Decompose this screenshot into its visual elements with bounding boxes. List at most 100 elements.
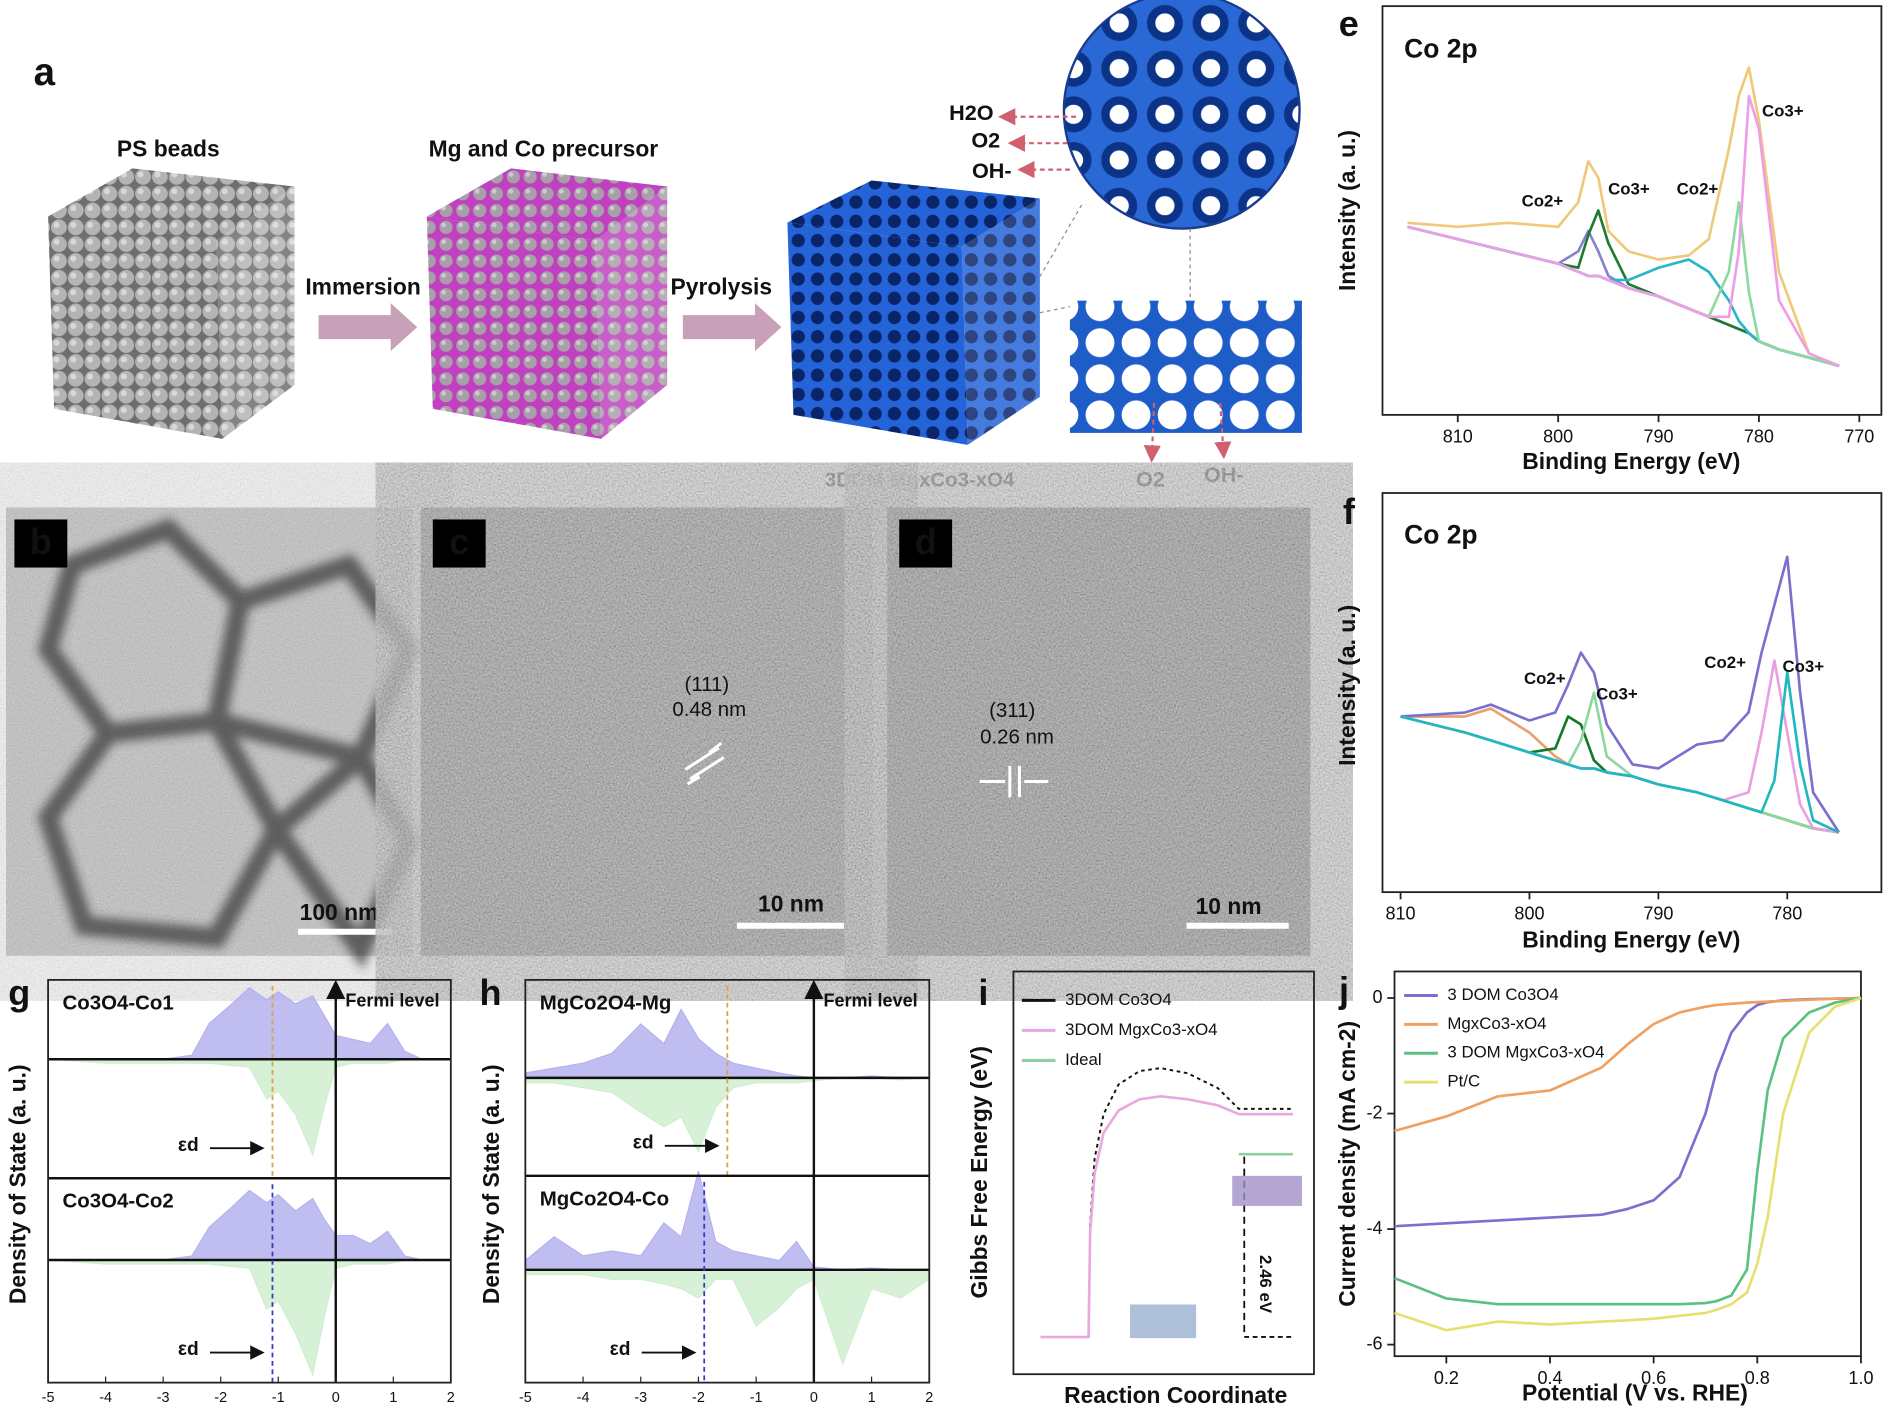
axis-frame [524, 978, 931, 1384]
y-axis-label: Current density (mA cm-2) [1334, 1021, 1360, 1307]
y-axis-label: Density of State (a. u.) [478, 1064, 504, 1304]
arrow [682, 303, 782, 352]
x-tick-label: 1 [389, 1390, 397, 1406]
epsilon-label: εd [610, 1339, 631, 1360]
species: O2 [971, 128, 1000, 153]
x-axis-label: Potential (V vs. RHE) [1522, 1380, 1748, 1406]
slab-icon [1130, 1304, 1197, 1339]
ps-cube [48, 168, 295, 439]
series-line [1400, 555, 1840, 833]
chart-title: Co 2p [1404, 34, 1477, 64]
annotation: Co2+ [1524, 669, 1566, 688]
legend-label: Pt/C [1447, 1072, 1480, 1091]
label: PS beads [117, 135, 220, 161]
axis-frame [47, 978, 452, 1384]
epsilon-label: εd [178, 1135, 199, 1156]
panel-label: b [30, 521, 52, 562]
x-axis-label: Binding Energy (eV) [1522, 448, 1740, 474]
x-tick-label: 810 [1386, 904, 1416, 924]
epsilon-label: εd [178, 1339, 199, 1360]
series-line [1400, 707, 1840, 834]
dos-line [48, 987, 451, 1060]
series-line [1040, 1094, 1293, 1339]
x-tick-label: 0.8 [1745, 1368, 1770, 1388]
y-axis-label: Intensity (a. u.) [1334, 605, 1360, 766]
series-line [1394, 996, 1862, 1306]
schematic: a PS beads Immersion Mg and Co precursor… [34, 0, 1302, 492]
legend-label: 3DOM MgxCo3-xO4 [1065, 1020, 1217, 1039]
spacing: 0.26 nm [980, 727, 1054, 749]
scale-bar: 100 nm [300, 899, 379, 925]
y-tick-label: 0 [1372, 987, 1382, 1007]
x-axis-label: Binding Energy (eV) [1522, 926, 1740, 952]
legend-label: Ideal [1065, 1050, 1102, 1069]
x-tick-label: 780 [1772, 904, 1802, 924]
dos-fill [525, 1171, 930, 1270]
y-tick-label: -4 [1366, 1218, 1382, 1238]
scale-bar: 10 nm [758, 890, 824, 916]
scale-bar: 10 nm [1196, 893, 1262, 919]
panel-label: i [978, 972, 988, 1013]
panel-label: e [1339, 3, 1359, 44]
annotation: Co3+ [1596, 684, 1638, 703]
series-line [1407, 94, 1840, 368]
x-tick-label: 790 [1644, 426, 1674, 446]
y-axis-label: Gibbs Free Energy (eV) [966, 1046, 992, 1298]
x-tick-label: -4 [99, 1390, 112, 1406]
panel-label: c [449, 521, 469, 562]
dos-fill [48, 987, 451, 1060]
subplot-title: Co3O4-Co2 [63, 1191, 174, 1213]
slab-icon [1232, 1175, 1302, 1206]
annotation: Co2+ [1677, 180, 1719, 199]
annotation: 2.46 eV [1256, 1255, 1275, 1314]
x-tick-label: -2 [692, 1390, 705, 1406]
series-line [1394, 996, 1862, 1332]
species: OH- [972, 158, 1012, 183]
epsilon-label: εd [633, 1132, 654, 1153]
series-line [1040, 1067, 1293, 1339]
dos-line [525, 1273, 930, 1366]
x-tick-label: -3 [157, 1390, 170, 1406]
zoom-circle [1062, 0, 1301, 230]
panel-label: f [1343, 491, 1356, 532]
axis-frame [1012, 970, 1315, 1376]
x-tick-label: 810 [1443, 426, 1473, 446]
legend-label: 3DOM Co3O4 [1065, 990, 1172, 1009]
x-tick-label: 0 [332, 1390, 340, 1406]
x-axis-label: Reaction Coordinate [1064, 1382, 1287, 1408]
3dom-cube [787, 180, 1040, 445]
species: H2O [949, 100, 993, 125]
panel-label: a [34, 51, 56, 94]
x-tick-label: -5 [519, 1390, 532, 1406]
dos-line [48, 1259, 451, 1377]
x-tick-label: -5 [42, 1390, 55, 1406]
chart-title: Co 2p [1404, 519, 1477, 549]
x-tick-label: 800 [1543, 426, 1573, 446]
dos-fill [48, 1190, 451, 1260]
x-tick-label: 1 [868, 1390, 876, 1406]
legend-label: 3 DOM Co3O4 [1447, 985, 1558, 1004]
label: Immersion [305, 274, 420, 300]
species: OH- [1204, 462, 1244, 487]
subplot-title: MgCo2O4-Mg [540, 992, 672, 1014]
legend-label: 3 DOM MgxCo3-xO4 [1447, 1043, 1604, 1062]
series-line [1400, 691, 1840, 834]
dos-line [48, 1189, 451, 1261]
x-tick-label: -1 [750, 1390, 763, 1406]
x-tick-label: 780 [1744, 426, 1774, 446]
x-tick-label: -4 [577, 1390, 590, 1406]
panel-label: j [1338, 970, 1349, 1011]
x-tick-label: 800 [1514, 904, 1544, 924]
label: Mg and Co precursor [429, 135, 659, 161]
x-tick-label: 0.2 [1434, 1368, 1459, 1388]
plane: (311) [989, 700, 1035, 722]
spacing: 0.48 nm [672, 699, 746, 721]
species: O2 [1136, 467, 1165, 492]
zoom-rect [1069, 300, 1302, 433]
dos-fill [525, 1077, 930, 1152]
x-tick-label: 2 [925, 1390, 933, 1406]
panel-label: d [915, 521, 937, 562]
y-axis-label: Intensity (a. u.) [1334, 130, 1360, 291]
annotation: Co2+ [1704, 653, 1746, 672]
